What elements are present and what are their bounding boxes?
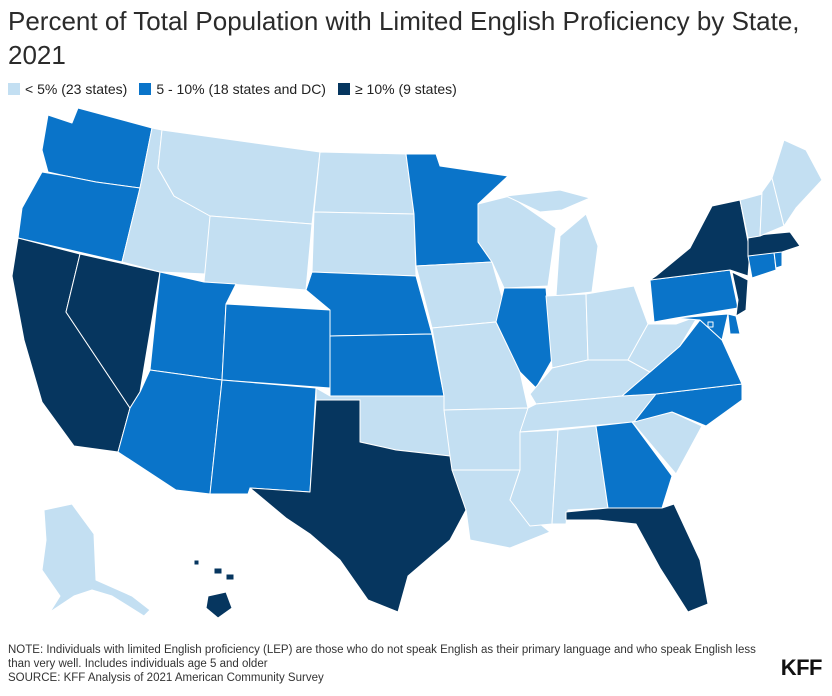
state-HI[interactable] xyxy=(193,559,235,619)
legend-label-low: < 5% (23 states) xyxy=(25,81,128,97)
chart-title: Percent of Total Population with Limited… xyxy=(8,6,800,70)
state-NM[interactable] xyxy=(209,379,317,495)
state-MD[interactable] xyxy=(675,313,729,341)
state-ND[interactable] xyxy=(313,151,415,215)
state-DE[interactable] xyxy=(727,313,741,335)
state-ME[interactable] xyxy=(771,139,823,227)
state-WY[interactable] xyxy=(203,215,313,291)
legend: < 5% (23 states) 5 - 10% (18 states and … xyxy=(8,81,469,97)
state-MI[interactable] xyxy=(505,189,599,297)
state-MA[interactable] xyxy=(747,231,801,257)
legend-label-mid: 5 - 10% (18 states and DC) xyxy=(156,81,326,97)
state-IN[interactable] xyxy=(545,293,589,369)
state-TX[interactable] xyxy=(249,399,467,613)
legend-swatch-mid xyxy=(139,83,152,95)
footer-source: SOURCE: KFF Analysis of 2021 American Co… xyxy=(8,672,324,684)
state-DC[interactable] xyxy=(707,321,714,328)
legend-label-high: ≥ 10% (9 states) xyxy=(354,81,457,97)
legend-item-low: < 5% (23 states) xyxy=(8,81,127,97)
state-CO[interactable] xyxy=(221,303,331,389)
legend-swatch-high xyxy=(337,83,350,95)
state-IA[interactable] xyxy=(415,261,505,329)
state-FL[interactable] xyxy=(565,503,709,613)
kff-logo: KFF xyxy=(780,655,823,680)
state-GA[interactable] xyxy=(595,421,673,509)
legend-item-high: ≥ 10% (9 states) xyxy=(337,81,457,97)
state-NY[interactable] xyxy=(649,199,751,281)
state-KS[interactable] xyxy=(329,333,445,397)
legend-item-mid: 5 - 10% (18 states and DC) xyxy=(139,81,326,97)
state-SD[interactable] xyxy=(311,211,417,277)
us-state-map xyxy=(11,108,823,619)
footer: NOTE: Individuals with limited English p… xyxy=(8,643,768,685)
state-RI[interactable] xyxy=(773,251,783,269)
state-AK[interactable] xyxy=(41,503,151,617)
footer-note: NOTE: Individuals with limited English p… xyxy=(8,644,756,670)
state-AR[interactable] xyxy=(443,407,529,471)
legend-swatch-low xyxy=(8,83,20,95)
state-NJ[interactable] xyxy=(731,271,749,317)
